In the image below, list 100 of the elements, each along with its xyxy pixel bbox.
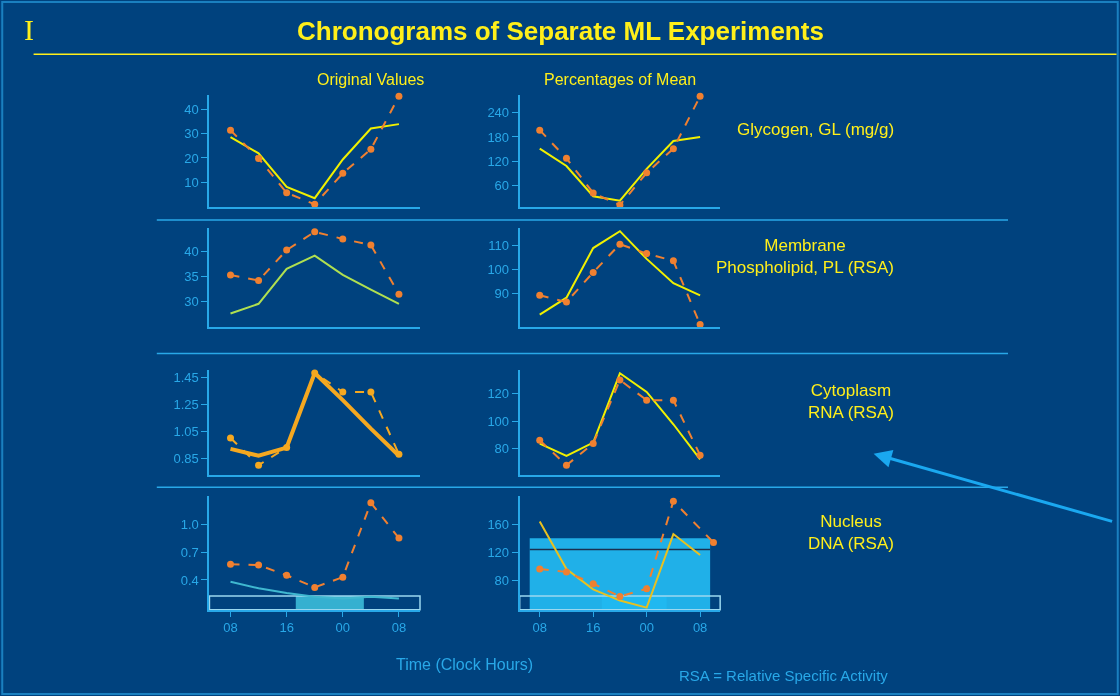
x-tick-label: 00 [639, 620, 654, 636]
y-tick-label: 0.85 [173, 450, 199, 466]
point [669, 497, 677, 505]
point [395, 92, 403, 100]
point [589, 440, 597, 448]
point [562, 461, 570, 469]
point [367, 145, 375, 153]
point [669, 257, 677, 265]
point [709, 538, 717, 546]
point [227, 271, 234, 279]
point [311, 200, 319, 208]
point [696, 320, 704, 328]
point [643, 396, 651, 404]
y-tick-label: 100 [487, 261, 510, 277]
point [311, 583, 319, 591]
point [616, 592, 624, 600]
point [536, 565, 544, 573]
point [395, 450, 403, 458]
x-tick-label: 16 [279, 620, 294, 636]
y-tick-label: 100 [487, 413, 510, 429]
point [283, 444, 291, 452]
point [696, 451, 704, 459]
point [562, 568, 570, 576]
point [227, 560, 234, 568]
point [536, 126, 544, 134]
text: I [24, 13, 34, 46]
annotation: Membrane Phospholipid, PL (RSA) [716, 236, 894, 278]
y-tick-label: 0.4 [180, 572, 199, 588]
y-tick-label: 1.45 [173, 369, 199, 385]
point [395, 534, 403, 542]
y-tick-label: 80 [494, 441, 510, 457]
point [589, 268, 597, 276]
y-tick-label: 35 [184, 268, 199, 284]
point [616, 240, 624, 248]
x-tick-label: 00 [335, 620, 351, 636]
point [562, 298, 570, 306]
point [395, 290, 403, 298]
point [283, 571, 291, 579]
y-tick-label: 0.7 [180, 544, 199, 560]
y-tick-label: 90 [494, 285, 510, 301]
y-tick-label: 120 [487, 386, 510, 402]
y-tick-label: 80 [494, 572, 510, 588]
y-tick-label: 240 [487, 105, 510, 121]
x-tick-label: 08 [532, 620, 547, 636]
y-tick-label: 10 [184, 174, 199, 190]
point [589, 189, 597, 197]
y-tick-label: 1.25 [173, 396, 199, 412]
x-axis-title: Time (Clock Hours) [396, 656, 534, 673]
chart-subtitle: Percentages of Mean [544, 71, 697, 88]
y-tick-label: 40 [184, 101, 199, 117]
point [536, 436, 544, 444]
point [227, 126, 234, 134]
point [367, 241, 375, 249]
point [367, 388, 375, 396]
point [696, 92, 704, 100]
point [643, 250, 651, 258]
text: Cytoplasm RNA (RSA) [808, 381, 894, 423]
point [536, 291, 544, 299]
point [255, 276, 263, 284]
y-tick-label: 20 [184, 150, 199, 166]
point [311, 369, 319, 377]
y-tick-label: 60 [494, 177, 510, 193]
text: Nucleus DNA (RSA) [808, 512, 894, 554]
y-tick-label: 110 [488, 237, 510, 253]
point [589, 580, 597, 588]
point [283, 246, 291, 254]
text: Glycogen, GL (mg/g) [737, 120, 895, 139]
y-tick-label: 120 [487, 153, 510, 169]
x-tick-label: 08 [391, 620, 407, 636]
point [283, 189, 291, 197]
point [227, 434, 234, 442]
x-tick-label: 16 [585, 620, 601, 636]
point [311, 228, 319, 236]
point [616, 376, 624, 384]
y-tick-label: 120 [487, 544, 510, 560]
point [339, 169, 347, 177]
point [339, 573, 347, 581]
y-tick-label: 1.0 [180, 516, 199, 532]
point [339, 388, 347, 396]
y-tick-label: 40 [184, 243, 199, 259]
y-tick-label: 180 [487, 129, 510, 145]
point [255, 561, 263, 569]
point [562, 154, 570, 162]
y-tick-label: 1.05 [173, 423, 199, 439]
point [367, 499, 375, 507]
y-tick-label: 30 [184, 294, 199, 310]
point [255, 461, 263, 469]
line-series [538, 230, 702, 316]
point [643, 169, 651, 177]
point [669, 396, 677, 404]
line-series [538, 520, 702, 609]
point [669, 145, 677, 153]
y-tick-label: 30 [184, 126, 199, 142]
text: RSA = Relative Specific Activity [679, 667, 889, 684]
point [255, 154, 263, 162]
line-series [229, 254, 400, 315]
y-tick-label: 160 [487, 516, 510, 532]
x-tick-label: 08 [692, 620, 708, 636]
x-tick-label: 08 [223, 620, 238, 636]
point [339, 235, 347, 243]
